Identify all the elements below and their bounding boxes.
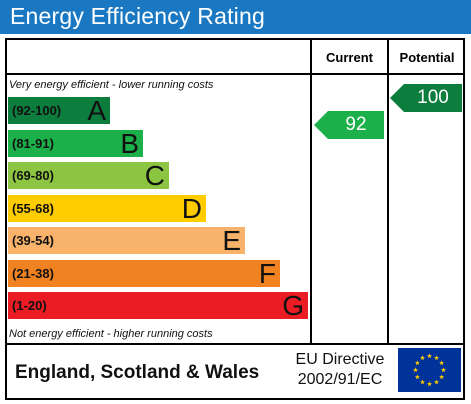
band-range: (92-100) [12, 103, 62, 118]
eu-star-icon [434, 379, 439, 385]
band-range: (21-38) [12, 265, 54, 281]
band-range: (39-54) [12, 233, 54, 248]
eu-star-icon [427, 353, 432, 359]
potential-rating-value: 100 [417, 87, 449, 108]
top-caption: Very energy efficient - lower running co… [9, 79, 214, 91]
eu-directive-line2: 2002/91/EC [297, 371, 383, 388]
divider-current [310, 38, 312, 344]
chart-title: Energy Efficiency Rating [10, 3, 265, 29]
eu-directive-line1: EU Directive [295, 351, 385, 368]
eu-star-icon [434, 355, 439, 360]
band-d: (55-68) D [8, 192, 206, 224]
band-letter: F [258, 257, 276, 289]
potential-column-header: Potential [399, 50, 455, 65]
band-letter: C [144, 160, 165, 191]
potential-rating-arrow: 100 [390, 84, 462, 112]
eu-directive: EU Directive 2002/91/EC [286, 350, 394, 390]
band-e: (39-54) E [8, 225, 245, 256]
eu-star-icon [439, 360, 445, 366]
band-range: (81-91) [12, 135, 54, 151]
footer-divider [5, 343, 465, 345]
divider-potential [387, 38, 389, 344]
eu-star-icon [420, 379, 425, 385]
band-f: (21-38) F [8, 257, 280, 289]
band-range: (55-68) [12, 200, 54, 216]
band-letter: A [87, 95, 106, 126]
band-letter: G [282, 290, 304, 321]
band-g: (1-20) G [8, 290, 308, 321]
band-letter: D [181, 192, 202, 224]
eu-star-icon [414, 374, 420, 380]
band-c: (69-80) C [8, 160, 169, 191]
eu-star-icon [427, 381, 432, 387]
band-b: (81-91) B [8, 127, 143, 159]
header-divider [5, 73, 465, 75]
potential-arrow-shape [390, 84, 462, 112]
eu-star-icon [413, 367, 418, 373]
band-letter: B [120, 127, 139, 159]
title-bar: Energy Efficiency Rating [0, 0, 471, 34]
eu-flag-icon [398, 348, 461, 392]
footer-country: England, Scotland & Wales [15, 362, 260, 383]
current-rating-arrow: 92 [314, 111, 384, 139]
eu-star-icon [420, 355, 425, 360]
eu-star-icon [441, 367, 446, 373]
bottom-caption: Not energy efficient - higher running co… [9, 328, 213, 340]
eu-star-icon [439, 374, 445, 380]
current-column-header: Current [326, 50, 373, 65]
band-range: (69-80) [12, 168, 54, 183]
current-arrow-shape [314, 111, 384, 139]
current-rating-value: 92 [345, 114, 367, 135]
eu-star-icon [414, 360, 420, 366]
band-range: (1-20) [12, 298, 47, 313]
band-a: (92-100) A [8, 95, 110, 126]
band-letter: E [222, 225, 241, 256]
rating-frame [5, 38, 465, 400]
